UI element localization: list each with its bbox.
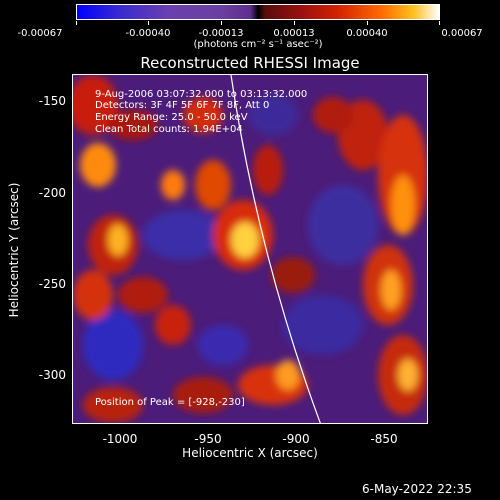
time-range-label: 9-Aug-2006 03:07:32.000 to 03:13:32.000 — [95, 89, 308, 100]
x-axis-label: Heliocentric X (arcsec) — [182, 446, 318, 460]
solar-limb-line — [230, 75, 321, 423]
colorbar-tick-mark — [221, 21, 222, 25]
colorbar-tick-label: 0.00067 — [441, 28, 483, 39]
x-tick-label: -950 — [194, 432, 222, 446]
y-tick-label: -300 — [38, 368, 66, 382]
colorbar-tick-label: -0.00013 — [198, 28, 244, 39]
intensity-map — [73, 75, 427, 423]
colorbar-tick-mark — [76, 21, 77, 25]
intensity-blobs — [73, 75, 427, 423]
x-tick-label: -900 — [282, 432, 310, 446]
x-tick-label: -1000 — [102, 432, 138, 446]
plot-datestamp: 6-May-2022 22:35 — [362, 482, 472, 496]
colorbar-tick-label: -0.00067 — [17, 28, 63, 39]
colorbar — [76, 4, 440, 20]
y-tick-label: -250 — [38, 277, 66, 291]
colorbar-tick-label: 0.00040 — [346, 28, 388, 39]
colorbar-units: (photons cm⁻² s⁻¹ asec⁻²) — [193, 39, 323, 50]
detectors-label: Detectors: 3F 4F 5F 6F 7F 8F, Att 0 — [95, 100, 270, 111]
y-tick-label: -200 — [38, 186, 66, 200]
peak-position-label: Position of Peak = [-928,-230] — [95, 397, 245, 408]
image-plot: 9-Aug-2006 03:07:32.000 to 03:13:32.000 … — [72, 74, 428, 424]
x-tick-label: -850 — [370, 432, 398, 446]
clean-counts-label: Clean Total counts: 1.94E+04 — [95, 124, 243, 135]
colorbar-tick-label: -0.00040 — [125, 28, 171, 39]
y-tick-label: -150 — [38, 94, 66, 108]
colorbar-tick-mark — [439, 21, 440, 25]
colorbar-tick-mark — [294, 21, 295, 25]
colorbar-tick-mark — [148, 21, 149, 25]
y-axis-label: Heliocentric Y (arcsec) — [7, 182, 21, 318]
colorbar-tick-label: 0.00013 — [273, 28, 315, 39]
energy-range-label: Energy Range: 25.0 - 50.0 keV — [95, 112, 248, 123]
colorbar-tick-mark — [367, 21, 368, 25]
plot-title: Reconstructed RHESSI Image — [140, 54, 360, 72]
